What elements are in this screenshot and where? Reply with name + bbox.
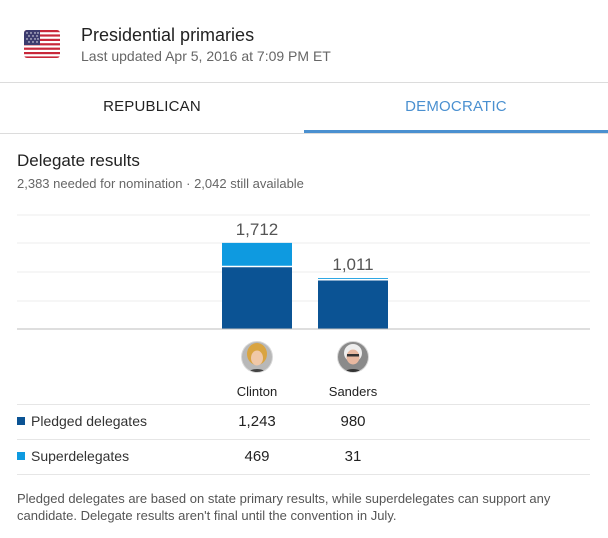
total-label-sanders: 1,011 [332,255,373,274]
table-divider [17,474,590,475]
clinton-pledged-value: 1,243 [238,413,276,430]
bar-clinton-superdelegates [222,242,292,267]
bar-sanders-superdelegates [318,278,388,280]
footnote: Pledged delegates are based on state pri… [17,491,551,523]
candidate-name-sanders: Sanders [329,384,378,399]
legend-pledged: Pledged delegates [17,413,147,429]
section-title: Delegate results [17,151,140,170]
selected-tab-indicator [304,130,608,133]
clinton-superdelegates-value: 469 [244,448,270,465]
chart-total-labels: 1,712 1,011 [236,220,374,274]
last-updated-text: Last updated Apr 5, 2016 at 7:09 PM ET [81,48,331,64]
legend-pledged-label: Pledged delegates [31,413,147,429]
sanders-superdelegates-value: 31 [344,448,362,465]
sanders-pledged-value: 980 [340,413,366,430]
delegate-chart: 1,712 1,011 Clinton Sanders [17,214,590,399]
table-divider [17,439,590,440]
bar-sanders-pledged-delegates [318,279,388,329]
page-title: Presidential primaries [81,25,255,45]
sanders-avatar-icon [337,341,369,373]
tab-democratic[interactable]: DEMOCRATIC [405,98,507,115]
candidate-name-clinton: Clinton [237,384,277,399]
superdelegates-swatch [17,452,25,461]
legend-superdelegates-label: Superdelegates [31,448,130,464]
pledged-swatch [17,417,25,426]
us-flag-icon [24,30,60,58]
party-tabs: REPUBLICAN DEMOCRATIC [0,83,608,134]
legend-superdelegates: Superdelegates [17,448,129,464]
header: Presidential primaries Last updated Apr … [0,0,608,83]
tab-republican[interactable]: REPUBLICAN [103,98,201,115]
bar-clinton-pledged-delegates [222,266,292,329]
chart-bars [222,242,388,329]
section-subtitle: 2,383 needed for nomination · 2,042 stil… [17,176,304,191]
total-label-clinton: 1,712 [236,220,279,239]
clinton-avatar-icon [241,341,273,373]
chart-grid [17,214,590,302]
table-divider [17,404,590,405]
